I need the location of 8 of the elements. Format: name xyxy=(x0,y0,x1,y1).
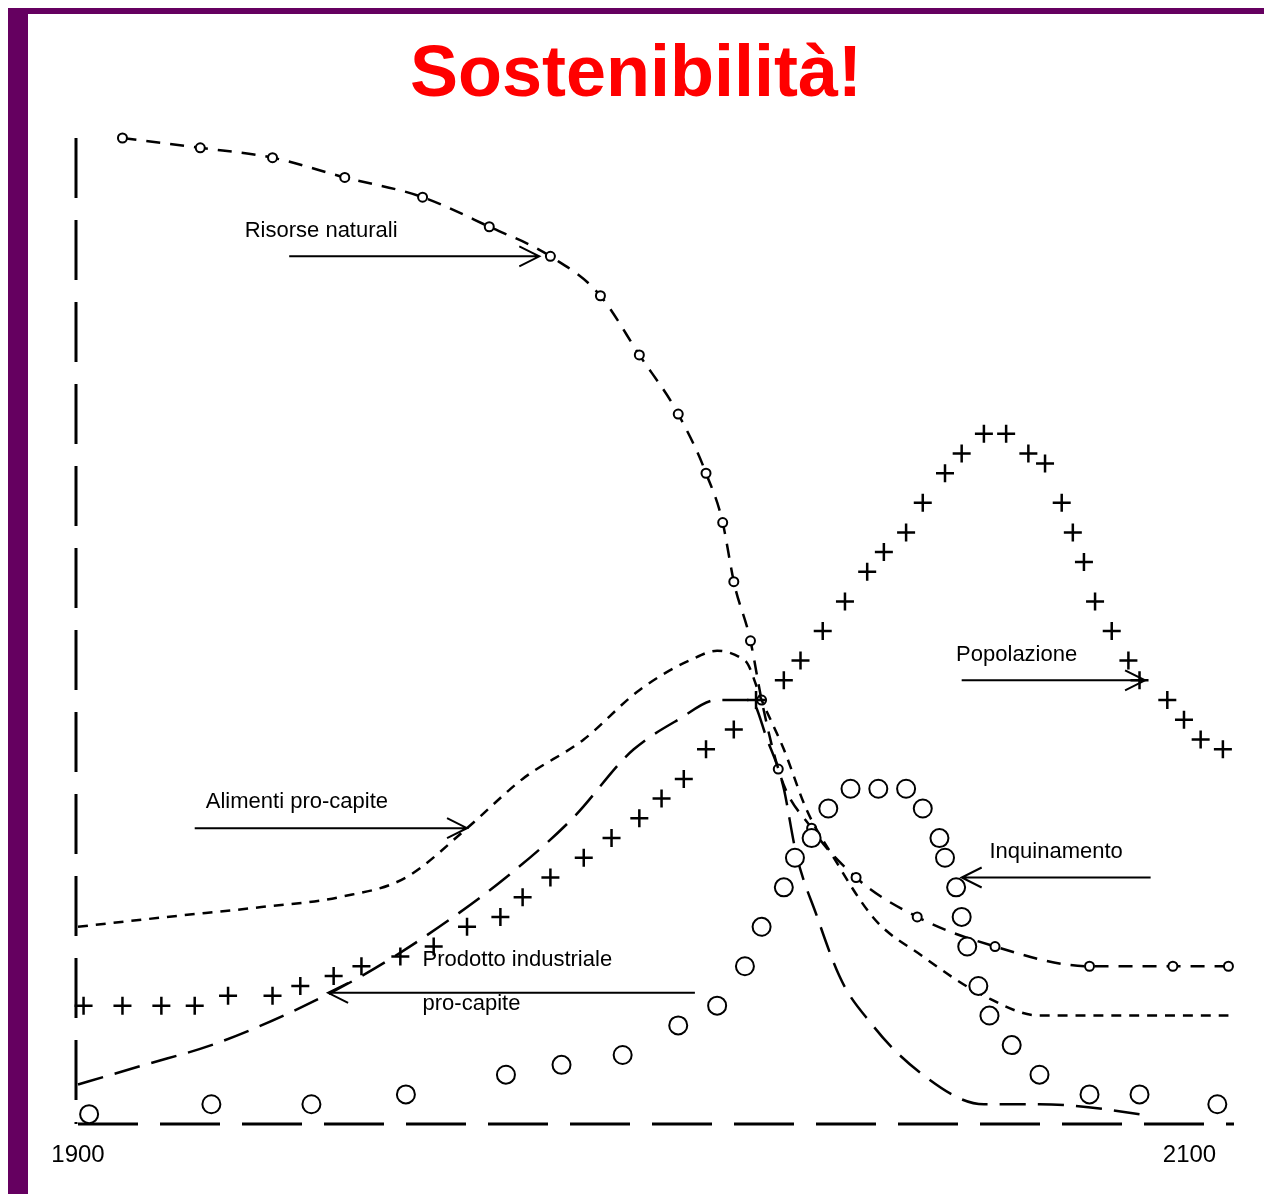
series-label: Risorse naturali xyxy=(244,216,398,242)
x-tick-label: 1900 xyxy=(51,1140,105,1167)
text: Alimenti pro-capite xyxy=(205,788,389,814)
series-label: Popolazione xyxy=(956,640,1078,666)
chart-title: Sostenibilità! xyxy=(409,31,863,111)
x-tick-label: 2100 xyxy=(1162,1140,1217,1167)
series-label: Prodotto industriale pro-capite xyxy=(422,946,613,1016)
series-label: Inquinamento xyxy=(989,837,1123,863)
